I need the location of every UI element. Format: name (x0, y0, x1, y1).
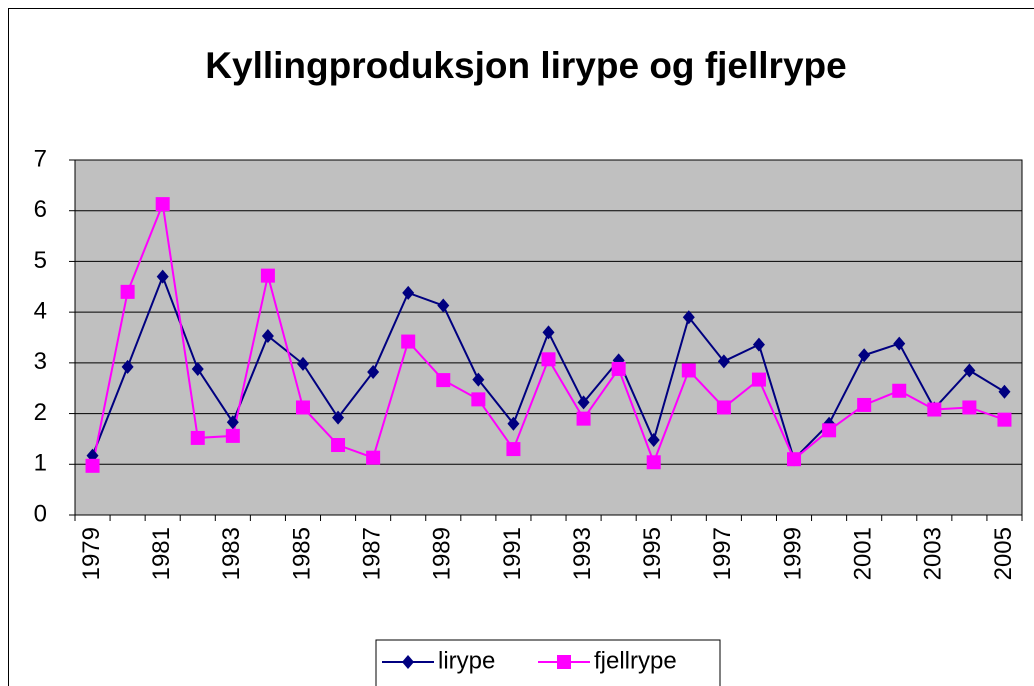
marker (120, 284, 135, 299)
marker (437, 298, 450, 313)
legend-label: fjellrype (594, 647, 677, 674)
marker (857, 397, 872, 412)
x-tick-label: 2003 (920, 527, 947, 580)
marker (577, 395, 590, 410)
x-tick-label: 1997 (709, 527, 736, 580)
legend-label: lirype (438, 647, 495, 674)
x-tick-label: 1985 (288, 527, 315, 580)
marker (681, 363, 696, 378)
legend-marker (402, 655, 414, 669)
y-tick-label: 6 (34, 196, 47, 223)
marker (191, 361, 204, 376)
marker (332, 410, 345, 425)
x-tick-label: 1995 (639, 527, 666, 580)
chart-title: Kyllingproduksjon lirype og fjellrype (205, 45, 846, 86)
marker (858, 348, 871, 363)
marker (752, 337, 765, 352)
y-tick-label: 2 (34, 399, 47, 426)
marker (295, 400, 310, 415)
x-tick-label: 1987 (358, 527, 385, 580)
x-tick-label: 1991 (499, 527, 526, 580)
marker (85, 458, 100, 473)
y-tick-label: 4 (34, 297, 47, 324)
marker (542, 325, 555, 340)
marker (541, 352, 556, 367)
marker (646, 455, 661, 470)
marker (751, 372, 766, 387)
marker (121, 359, 134, 374)
marker (822, 423, 837, 438)
marker (331, 438, 346, 453)
marker (892, 383, 907, 398)
x-tick-label: 2005 (990, 527, 1017, 580)
marker (156, 269, 169, 284)
y-tick-label: 7 (34, 145, 47, 172)
marker (366, 450, 381, 465)
marker (962, 400, 977, 415)
marker (647, 432, 660, 447)
marker (401, 334, 416, 349)
marker (716, 400, 731, 415)
marker (226, 415, 239, 430)
marker (260, 268, 275, 283)
y-tick-label: 5 (34, 247, 47, 274)
x-tick-label: 1983 (218, 527, 245, 580)
x-tick-label: 2001 (850, 527, 877, 580)
marker (893, 336, 906, 351)
marker (436, 373, 451, 388)
marker (472, 372, 485, 387)
marker (507, 416, 520, 431)
marker (225, 428, 240, 443)
marker (155, 197, 170, 212)
marker (963, 363, 976, 378)
x-tick-label: 1979 (78, 527, 105, 580)
marker (261, 328, 274, 343)
x-tick-label: 1999 (779, 527, 806, 580)
x-tick-label: 1981 (148, 527, 175, 580)
marker (787, 452, 802, 467)
marker (927, 402, 942, 417)
marker (190, 430, 205, 445)
y-tick-label: 0 (34, 500, 47, 527)
marker (576, 411, 591, 426)
y-tick-label: 3 (34, 348, 47, 375)
marker (682, 310, 695, 325)
marker (717, 354, 730, 369)
marker (998, 384, 1011, 399)
legend-marker (557, 655, 571, 669)
x-tick-label: 1993 (569, 527, 596, 580)
marker (367, 364, 380, 379)
marker (402, 285, 415, 300)
marker (611, 361, 626, 376)
x-tick-label: 1989 (429, 527, 456, 580)
marker (296, 356, 309, 371)
y-tick-label: 1 (34, 450, 47, 477)
marker (506, 442, 521, 457)
marker (997, 412, 1012, 427)
plot-border (74, 159, 1023, 516)
marker (471, 392, 486, 407)
